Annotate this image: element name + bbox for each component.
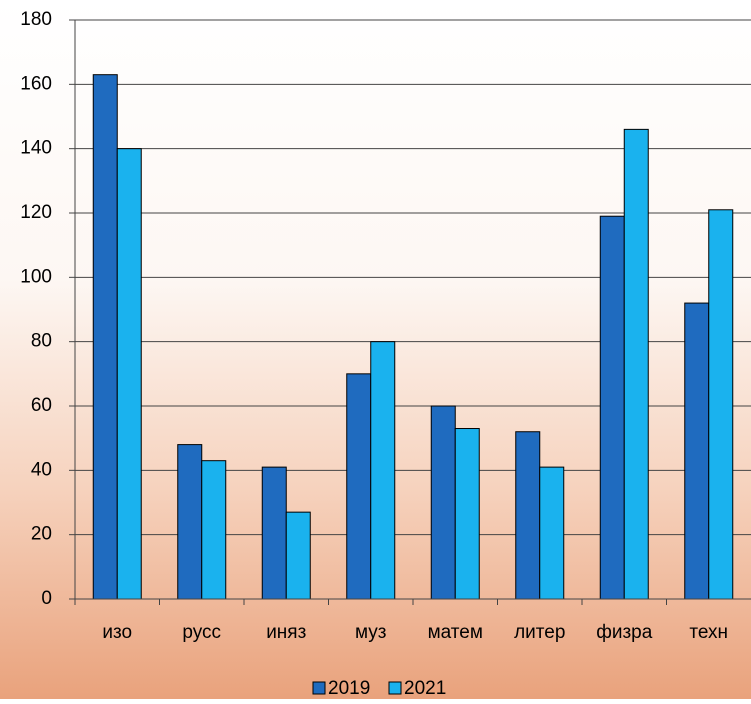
x-tick-label: иняз — [266, 622, 306, 643]
bar — [454, 428, 480, 600]
x-tick-label: техн — [689, 622, 728, 643]
bar — [285, 511, 311, 600]
legend-swatch — [388, 681, 402, 695]
y-tick-label: 20 — [31, 524, 52, 545]
bar — [708, 209, 734, 600]
bar — [515, 431, 541, 600]
x-tick-label: муз — [355, 622, 387, 643]
y-tick-label: 100 — [20, 266, 52, 287]
bar — [261, 466, 287, 600]
legend-swatch — [312, 681, 326, 695]
legend-label: 2021 — [404, 678, 446, 699]
bar — [430, 405, 456, 600]
y-tick-label: 80 — [31, 331, 52, 352]
x-tick-label: русс — [182, 622, 221, 643]
y-tick-label: 180 — [20, 9, 52, 30]
y-tick-label: 160 — [20, 73, 52, 94]
y-tick-label: 60 — [31, 395, 52, 416]
legend-label: 2019 — [328, 678, 370, 699]
bar — [177, 444, 203, 600]
bar — [684, 302, 710, 600]
y-tick-label: 0 — [41, 588, 52, 609]
bar — [116, 148, 142, 600]
bar — [370, 341, 396, 600]
bar — [346, 373, 372, 600]
bar — [201, 460, 227, 600]
y-tick-label: 140 — [20, 138, 52, 159]
bar — [599, 215, 625, 600]
bar — [539, 466, 565, 600]
bar — [623, 128, 649, 600]
bar — [92, 74, 118, 600]
x-tick-label: изо — [102, 622, 132, 643]
y-tick-label: 120 — [20, 202, 52, 223]
x-tick-label: физра — [596, 622, 653, 643]
x-tick-label: литер — [514, 622, 565, 643]
x-tick-label: матем — [428, 622, 483, 643]
y-tick-label: 40 — [31, 459, 52, 480]
